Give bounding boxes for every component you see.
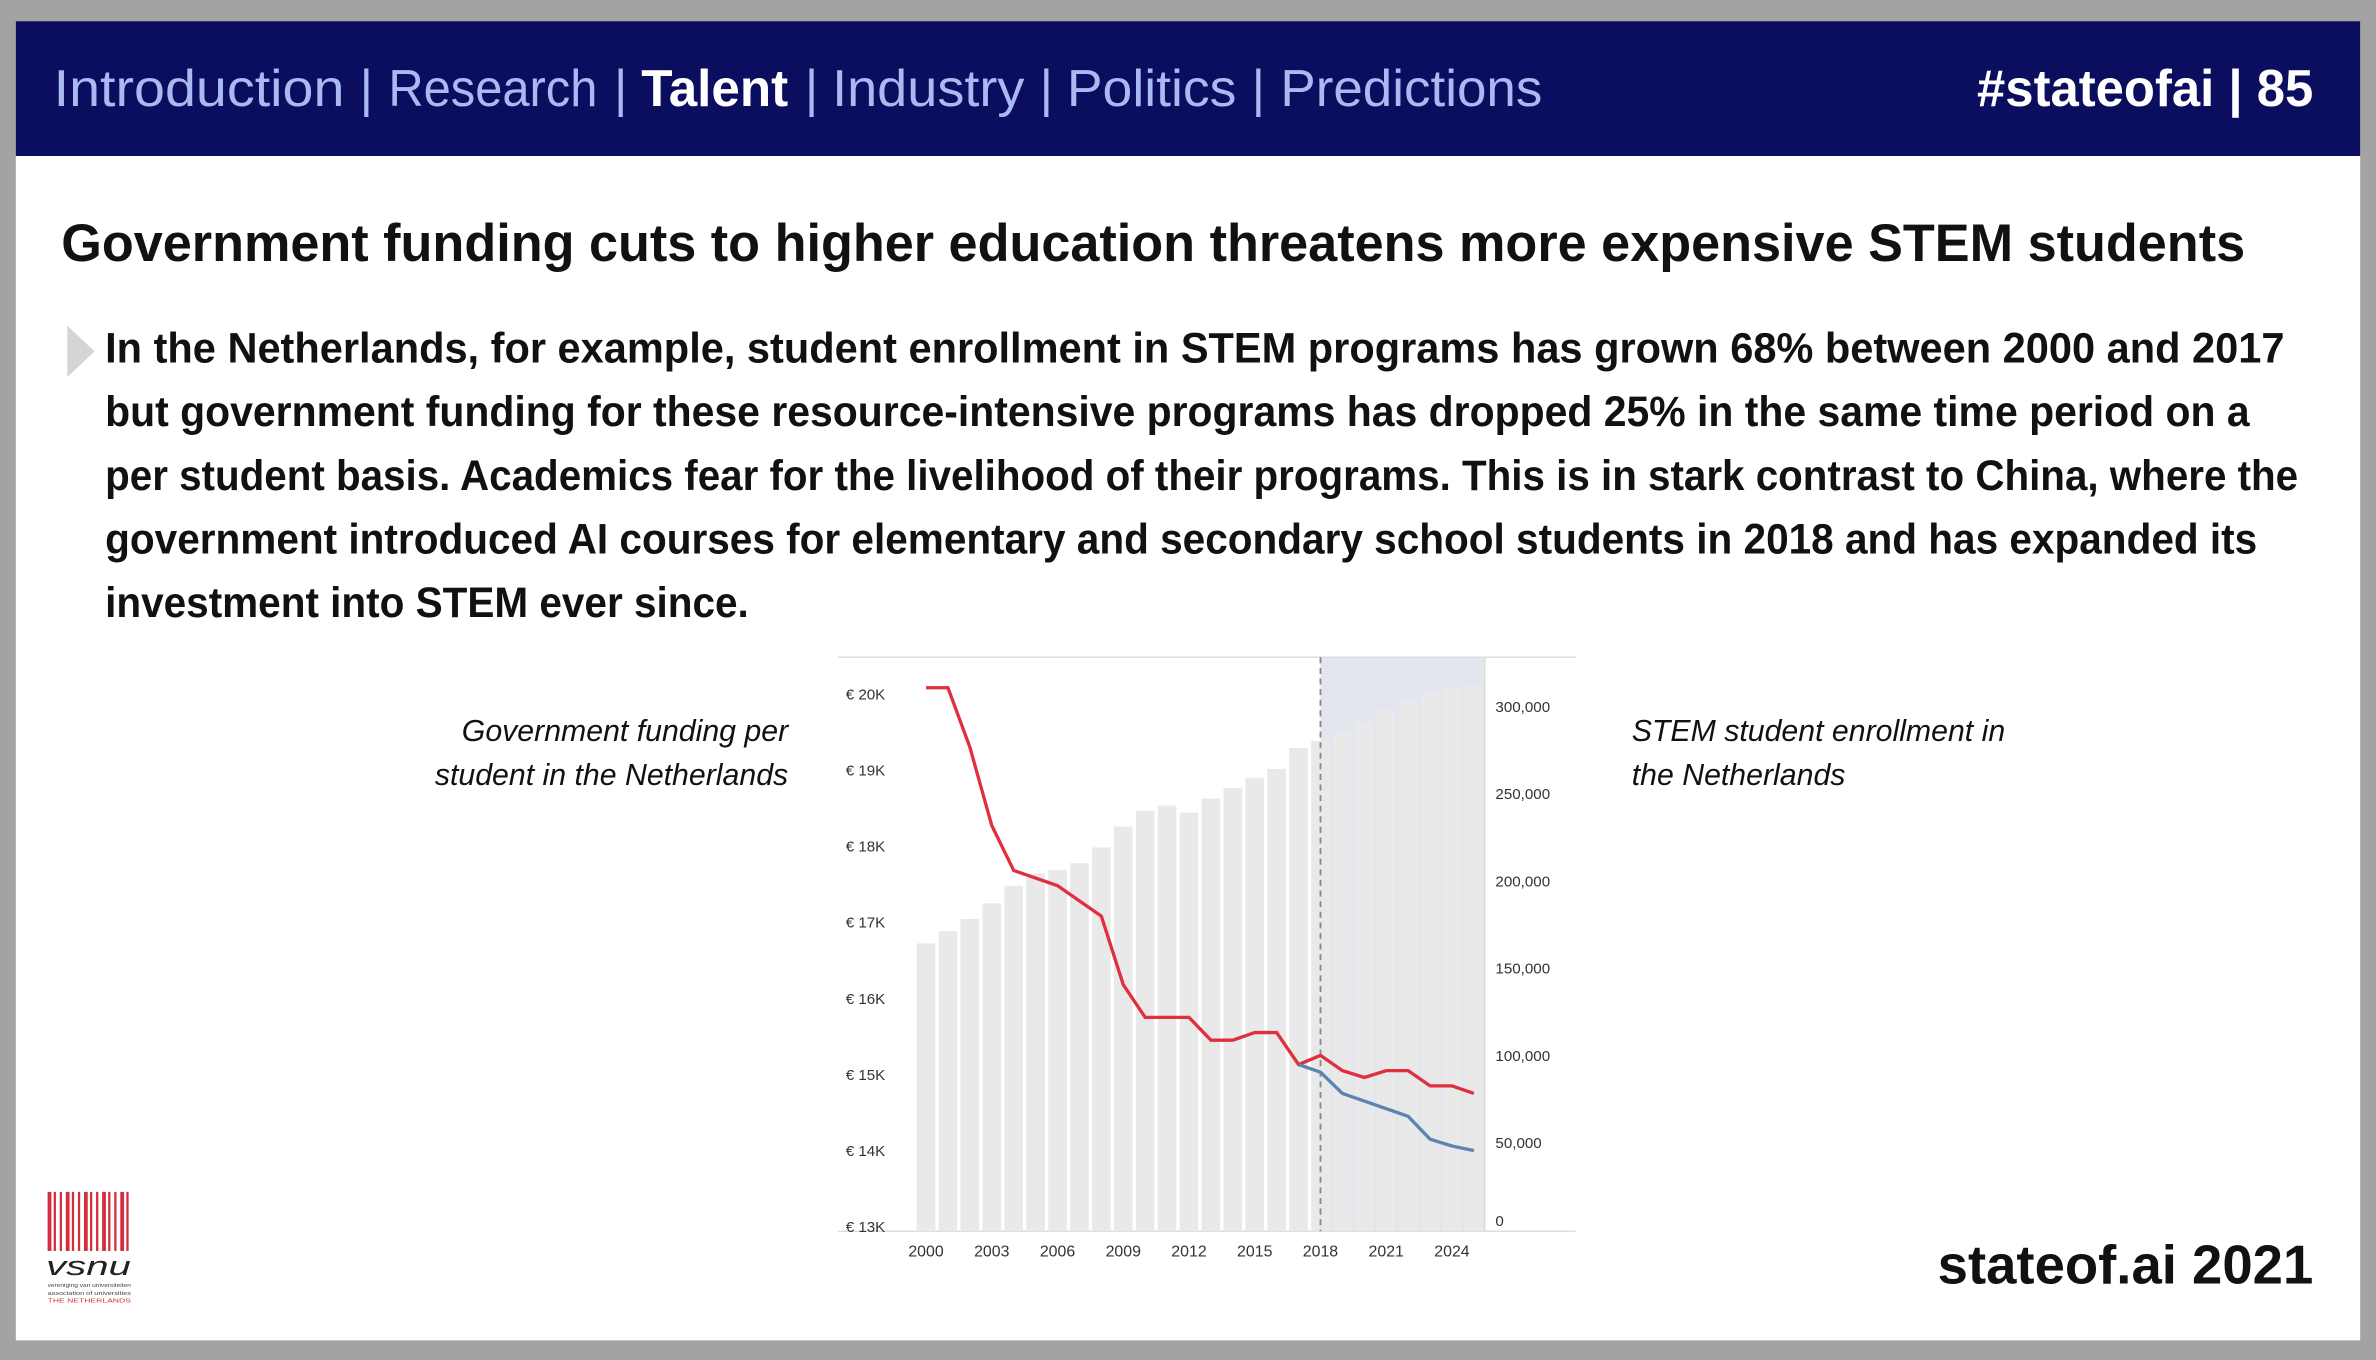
logo-name: vsnu	[46, 1250, 131, 1281]
nav: Introduction | Research | Talent | Industry | Po…	[54, 59, 1543, 117]
x-tick-label: 2015	[1237, 1244, 1273, 1261]
logo-bar	[71, 1191, 75, 1251]
nav-item: Predictions	[1280, 59, 1542, 117]
y2-tick-label: 300,000	[1495, 699, 1550, 716]
x-tick-label: 2003	[974, 1244, 1010, 1261]
nav-separator: |	[614, 59, 627, 117]
logo-bar	[126, 1191, 129, 1251]
nav-separator: |	[805, 59, 818, 117]
logo-bar	[83, 1191, 88, 1251]
nav-item: Industry	[832, 59, 1025, 117]
bar	[1289, 748, 1308, 1232]
y-tick-label: € 19K	[846, 762, 886, 779]
logo-bar	[90, 1191, 93, 1251]
logo-bar	[53, 1191, 56, 1251]
nav-separator: |	[1040, 59, 1053, 117]
nav-item: Research	[388, 59, 597, 117]
bullet-line: investment into STEM ever since.	[105, 579, 749, 626]
caption-right: STEM student enrollment in	[1632, 715, 2005, 748]
bar	[1201, 798, 1221, 1232]
line	[926, 686, 1475, 1096]
nav-separator: |	[360, 59, 373, 117]
bullet-line: government introduced AI courses for ele…	[105, 515, 2257, 562]
logo-bar	[120, 1191, 125, 1251]
x-tick-label: 2000	[908, 1244, 944, 1261]
bar	[1070, 863, 1089, 1232]
y-tick-label: € 15K	[846, 1067, 886, 1084]
bullet-line: In the Netherlands, for example, student…	[105, 325, 2284, 372]
x-tick-label: 2012	[1171, 1244, 1207, 1261]
header-bar	[15, 21, 2361, 156]
logo-bar	[114, 1191, 117, 1251]
y-tick-label: € 13K	[846, 1219, 886, 1236]
slide-title: Government funding cuts to higher educat…	[61, 214, 2245, 273]
y-tick-label: € 20K	[846, 686, 886, 703]
logo-bar	[47, 1191, 52, 1251]
y-tick-label: € 18K	[846, 839, 886, 856]
slide-tag: #stateofai | 85	[1977, 59, 2313, 118]
bullet-line: but government funding for these resourc…	[105, 388, 2250, 435]
bar	[1267, 768, 1286, 1232]
y-tick-label: € 14K	[846, 1143, 886, 1160]
bar	[1223, 788, 1243, 1232]
x-tick-label: 2006	[1040, 1244, 1076, 1261]
y-tick-label: € 16K	[846, 991, 886, 1008]
bar	[916, 943, 936, 1232]
bar	[1048, 870, 1067, 1232]
bar	[1420, 692, 1440, 1232]
y2-tick-label: 150,000	[1495, 961, 1550, 978]
logo-bar	[65, 1191, 70, 1251]
bullet-line: per student basis. Academics fear for th…	[105, 452, 2298, 499]
bar	[1004, 885, 1023, 1232]
x-tick-label: 2024	[1434, 1244, 1470, 1261]
caption-left: student in the Netherlands	[435, 759, 788, 792]
logo-bar	[102, 1191, 106, 1251]
nav-separator: |	[1252, 59, 1265, 117]
x-tick-label: 2018	[1303, 1244, 1339, 1261]
x-tick-label: 2009	[1106, 1244, 1142, 1261]
bar	[1026, 873, 1045, 1232]
bar	[1398, 700, 1418, 1232]
logo-bar	[96, 1191, 99, 1251]
captions: Government funding per student in the Net…	[435, 715, 2005, 792]
bar	[1442, 688, 1462, 1232]
bar	[960, 918, 980, 1232]
logo-line: vereniging van universiteiten	[48, 1283, 131, 1289]
x-tick-label: 2021	[1369, 1244, 1405, 1261]
nav-item: Introduction	[54, 59, 345, 117]
bar	[982, 903, 1002, 1232]
logo-bar	[59, 1191, 62, 1251]
bar	[1179, 812, 1199, 1232]
logo-bar	[108, 1191, 111, 1251]
logo: vsnu vereniging van universiteiten associa…	[46, 1191, 132, 1304]
y2-tick-label: 50,000	[1495, 1135, 1541, 1152]
y2-tick-label: 100,000	[1495, 1048, 1550, 1065]
chart: € 13K € 14K € 15K € 16K € 17K € 18K € 19K € 20K…	[838, 656, 1576, 1261]
bar	[938, 931, 958, 1232]
y2-tick-label: 200,000	[1495, 873, 1550, 890]
bar	[1245, 777, 1265, 1232]
bar	[1113, 826, 1133, 1232]
y-tick-label: € 17K	[846, 915, 886, 932]
y2-tick-label: 250,000	[1495, 786, 1550, 803]
footer: stateof.ai 2021	[1938, 1235, 2314, 1296]
bar	[1354, 721, 1374, 1232]
bar	[1092, 847, 1111, 1232]
nav-item: Talent	[641, 59, 788, 117]
nav-item: Politics	[1067, 59, 1237, 117]
bar	[1376, 709, 1396, 1232]
caption-left: Government funding per	[462, 715, 790, 748]
bar	[1333, 732, 1352, 1232]
bar	[1135, 810, 1155, 1232]
logo-line: THE NETHERLANDS	[48, 1298, 132, 1304]
caption-right: the Netherlands	[1632, 759, 1846, 792]
bar	[1464, 685, 1484, 1232]
line	[1298, 1062, 1475, 1153]
logo-line: association of universities	[48, 1291, 132, 1297]
y2-tick-label: 0	[1495, 1213, 1503, 1230]
logo-bar	[77, 1191, 81, 1251]
bullet-text: In the Netherlands, for example, student…	[105, 325, 2298, 626]
bullet-icon	[67, 325, 95, 378]
